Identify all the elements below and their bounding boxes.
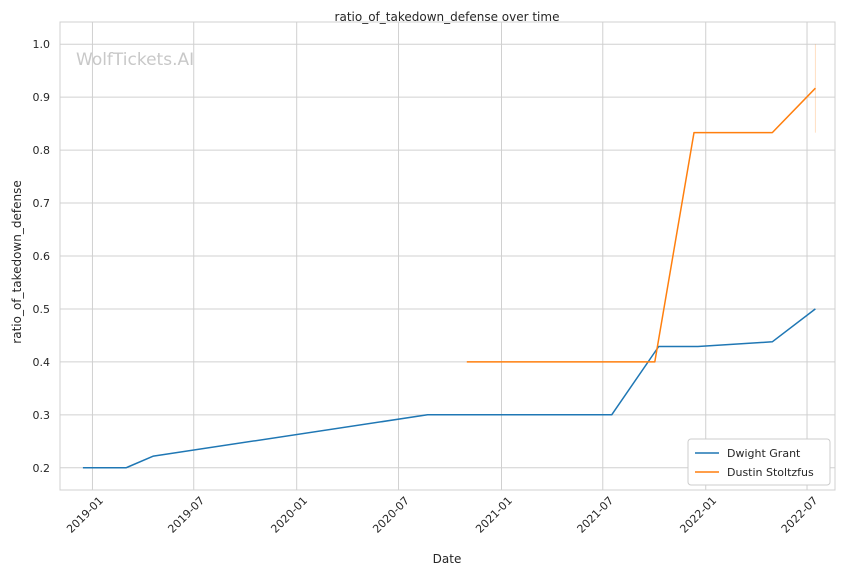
watermark-text: WolfTickets.AI	[76, 50, 194, 70]
series-line	[82, 308, 816, 469]
x-tick-label: 2021-01	[473, 494, 515, 536]
y-tick-label: 0.5	[33, 303, 51, 316]
y-axis-label: ratio_of_takedown_defense	[10, 180, 24, 343]
x-tick-label: 2020-01	[268, 494, 310, 536]
series-line	[466, 87, 816, 363]
grid-lines	[60, 22, 835, 490]
x-axis-label: Date	[433, 552, 462, 566]
chart-title: ratio_of_takedown_defense over time	[335, 10, 560, 24]
y-tick-label: 0.9	[33, 91, 51, 104]
series-lines	[82, 44, 816, 469]
legend: Dwight Grant Dustin Stoltzfus	[687, 438, 831, 486]
y-tick-label: 0.3	[33, 409, 51, 422]
legend-label-dustin-stoltzfus: Dustin Stoltzfus	[727, 466, 814, 479]
y-tick-label: 0.2	[33, 462, 51, 475]
x-tick-label: 2022-07	[779, 494, 821, 536]
x-tick-label: 2021-07	[575, 494, 617, 536]
y-tick-label: 0.8	[33, 144, 51, 157]
y-tick-label: 0.6	[33, 250, 51, 263]
x-tick-label: 2020-07	[370, 494, 412, 536]
y-tick-label: 0.4	[33, 356, 51, 369]
y-tick-label: 0.7	[33, 197, 51, 210]
plot-frame	[59, 21, 836, 491]
x-tick-label: 2019-07	[165, 494, 207, 536]
y-tick-label: 1.0	[33, 38, 51, 51]
legend-label-dwight-grant: Dwight Grant	[727, 447, 801, 460]
x-tick-label: 2022-01	[677, 494, 719, 536]
y-tick-labels: 0.2 0.3 0.4 0.5 0.6 0.7 0.8 0.9 1.0	[33, 38, 51, 475]
legend-box	[687, 438, 831, 486]
x-tick-labels: 2019-01 2019-07 2020-01 2020-07 2021-01 2021-…	[64, 494, 820, 536]
x-tick-label: 2019-01	[64, 494, 106, 536]
